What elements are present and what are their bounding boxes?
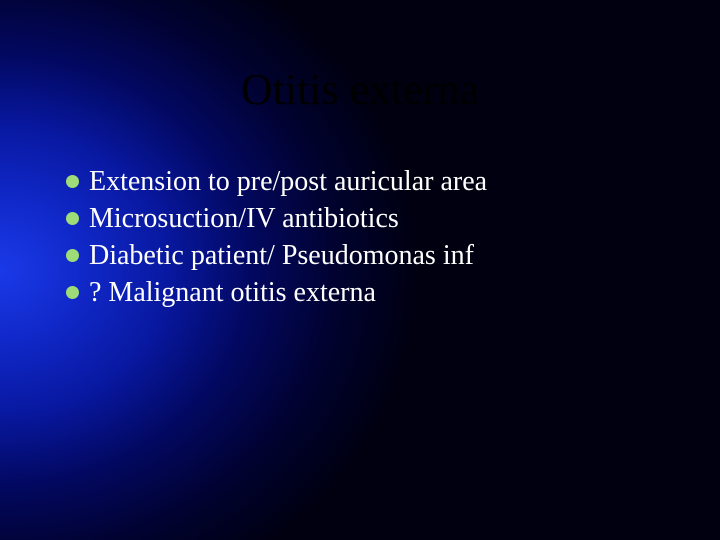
bullet-list: Extension to pre/post auricular area Mic… <box>66 164 487 312</box>
bullet-text: ? Malignant otitis externa <box>89 275 376 310</box>
slide: Otitis externa Extension to pre/post aur… <box>0 0 720 540</box>
list-item: Microsuction/IV antibiotics <box>66 201 487 236</box>
list-item: ? Malignant otitis externa <box>66 275 487 310</box>
list-item: Diabetic patient/ Pseudomonas inf <box>66 238 487 273</box>
bullet-icon <box>66 249 79 262</box>
bullet-icon <box>66 175 79 188</box>
bullet-text: Microsuction/IV antibiotics <box>89 201 399 236</box>
bullet-text: Extension to pre/post auricular area <box>89 164 487 199</box>
bullet-icon <box>66 286 79 299</box>
bullet-text: Diabetic patient/ Pseudomonas inf <box>89 238 474 273</box>
slide-title: Otitis externa <box>0 64 720 115</box>
list-item: Extension to pre/post auricular area <box>66 164 487 199</box>
bullet-icon <box>66 212 79 225</box>
